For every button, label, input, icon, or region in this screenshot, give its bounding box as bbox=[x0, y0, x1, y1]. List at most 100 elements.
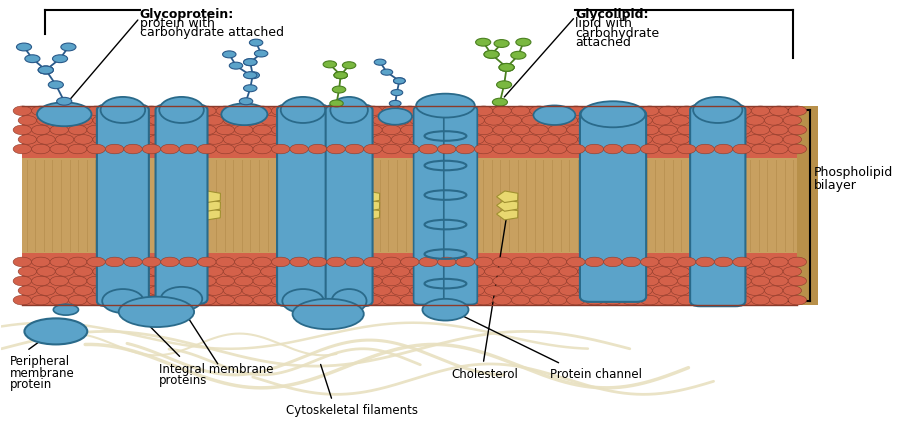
Ellipse shape bbox=[282, 289, 324, 313]
Circle shape bbox=[429, 267, 447, 276]
Circle shape bbox=[585, 276, 603, 286]
Circle shape bbox=[696, 295, 715, 305]
Circle shape bbox=[559, 267, 578, 276]
Circle shape bbox=[130, 267, 148, 276]
Circle shape bbox=[770, 295, 788, 305]
Circle shape bbox=[401, 276, 419, 286]
Circle shape bbox=[475, 276, 493, 286]
Circle shape bbox=[298, 286, 316, 295]
Circle shape bbox=[186, 135, 204, 144]
Circle shape bbox=[179, 125, 198, 135]
Circle shape bbox=[530, 295, 548, 305]
Circle shape bbox=[354, 116, 372, 125]
Circle shape bbox=[271, 276, 289, 286]
Circle shape bbox=[179, 257, 198, 267]
Circle shape bbox=[327, 106, 345, 116]
Circle shape bbox=[18, 135, 37, 144]
Circle shape bbox=[87, 125, 105, 135]
Circle shape bbox=[603, 144, 622, 154]
Circle shape bbox=[597, 286, 615, 295]
Circle shape bbox=[770, 276, 788, 286]
Circle shape bbox=[308, 106, 327, 116]
Text: protein: protein bbox=[10, 378, 52, 391]
Circle shape bbox=[634, 286, 653, 295]
Circle shape bbox=[179, 144, 198, 154]
Circle shape bbox=[566, 106, 585, 116]
Circle shape bbox=[522, 116, 540, 125]
Ellipse shape bbox=[102, 289, 144, 313]
Circle shape bbox=[752, 276, 770, 286]
Circle shape bbox=[13, 276, 31, 286]
Circle shape bbox=[622, 276, 640, 286]
Circle shape bbox=[512, 276, 530, 286]
Text: Cytoskeletal filaments: Cytoskeletal filaments bbox=[286, 404, 418, 417]
Circle shape bbox=[530, 257, 548, 267]
Circle shape bbox=[493, 257, 512, 267]
Text: Protein channel: Protein channel bbox=[550, 368, 642, 382]
Circle shape bbox=[345, 257, 364, 267]
Circle shape bbox=[239, 98, 253, 105]
Circle shape bbox=[374, 59, 386, 65]
Circle shape bbox=[659, 106, 678, 116]
Circle shape bbox=[540, 135, 559, 144]
Circle shape bbox=[50, 125, 68, 135]
Circle shape bbox=[298, 267, 316, 276]
Circle shape bbox=[327, 257, 345, 267]
Circle shape bbox=[708, 116, 727, 125]
Bar bbox=[22, 253, 818, 305]
Circle shape bbox=[223, 51, 236, 58]
Circle shape bbox=[244, 72, 257, 79]
Circle shape bbox=[124, 257, 142, 267]
Circle shape bbox=[394, 78, 405, 84]
Circle shape bbox=[653, 135, 671, 144]
Circle shape bbox=[223, 135, 242, 144]
Circle shape bbox=[456, 106, 475, 116]
Circle shape bbox=[142, 295, 161, 305]
Circle shape bbox=[148, 286, 167, 295]
Circle shape bbox=[205, 267, 223, 276]
Circle shape bbox=[456, 144, 475, 154]
Text: attached: attached bbox=[575, 36, 631, 49]
Circle shape bbox=[253, 125, 271, 135]
Circle shape bbox=[733, 144, 752, 154]
Circle shape bbox=[364, 295, 382, 305]
Circle shape bbox=[429, 135, 447, 144]
Circle shape bbox=[548, 257, 566, 267]
Circle shape bbox=[540, 267, 559, 276]
Circle shape bbox=[142, 106, 161, 116]
Circle shape bbox=[640, 125, 659, 135]
Circle shape bbox=[493, 125, 512, 135]
Circle shape bbox=[456, 257, 475, 267]
Circle shape bbox=[429, 286, 447, 295]
Circle shape bbox=[186, 286, 204, 295]
Circle shape bbox=[496, 81, 512, 89]
Circle shape bbox=[764, 267, 783, 276]
Circle shape bbox=[345, 125, 364, 135]
Circle shape bbox=[198, 257, 216, 267]
Circle shape bbox=[87, 295, 105, 305]
Circle shape bbox=[788, 106, 806, 116]
Circle shape bbox=[764, 286, 783, 295]
Circle shape bbox=[752, 106, 770, 116]
Circle shape bbox=[752, 144, 770, 154]
Circle shape bbox=[105, 106, 124, 116]
FancyBboxPatch shape bbox=[444, 107, 477, 305]
Circle shape bbox=[327, 144, 345, 154]
Circle shape bbox=[578, 116, 596, 125]
Circle shape bbox=[87, 257, 105, 267]
Circle shape bbox=[18, 286, 37, 295]
Circle shape bbox=[87, 276, 105, 286]
FancyBboxPatch shape bbox=[277, 105, 329, 306]
Ellipse shape bbox=[280, 97, 325, 123]
Circle shape bbox=[216, 106, 235, 116]
Circle shape bbox=[223, 286, 242, 295]
Circle shape bbox=[788, 295, 806, 305]
Circle shape bbox=[690, 116, 708, 125]
Circle shape bbox=[105, 276, 124, 286]
Ellipse shape bbox=[533, 105, 575, 125]
Circle shape bbox=[715, 144, 733, 154]
Circle shape bbox=[142, 257, 161, 267]
Circle shape bbox=[323, 61, 336, 68]
Circle shape bbox=[316, 267, 335, 276]
Circle shape bbox=[18, 267, 37, 276]
